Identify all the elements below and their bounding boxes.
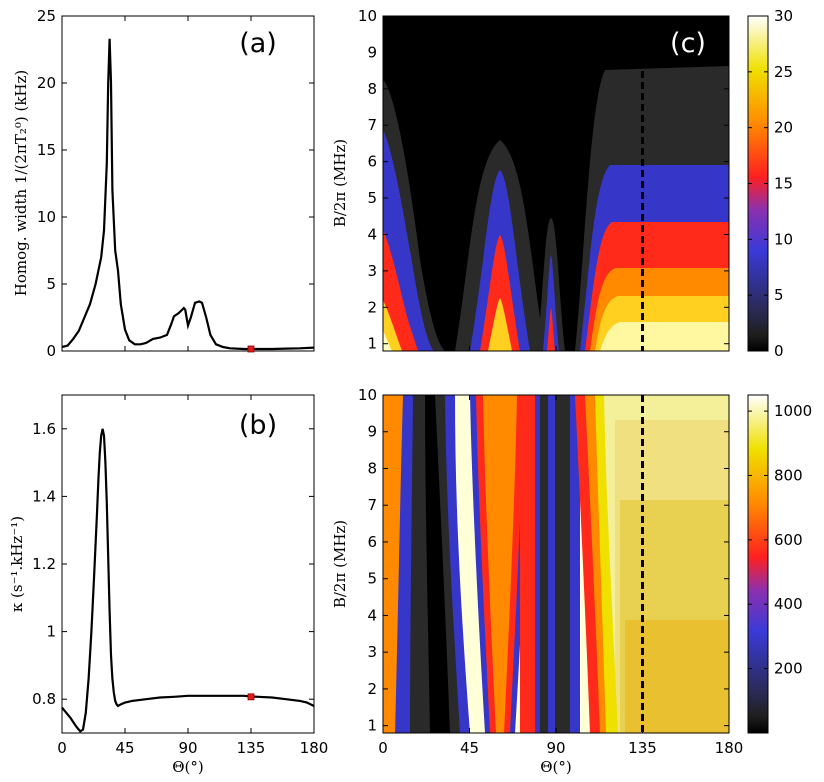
- panel-b-marker: [247, 693, 255, 701]
- x-tick-label: 135: [628, 739, 657, 757]
- colorbar-tick-label: 0: [774, 342, 784, 360]
- panel-c-heatmap: [383, 16, 729, 351]
- y-tick-label: 10: [358, 7, 377, 25]
- panel-a-label: (a): [239, 28, 277, 59]
- panel-a-marker: [247, 345, 255, 353]
- panel-d-colorbar: [747, 394, 769, 734]
- x-tick-label: 0: [378, 739, 388, 757]
- panel-d-heatmap: [383, 395, 729, 733]
- y-tick-label: 4: [367, 606, 377, 624]
- y-tick-label: 20: [37, 74, 56, 92]
- colorbar-tick-label: 600: [774, 531, 803, 549]
- y-tick-label: 25: [37, 7, 56, 25]
- colorbar-tick-label: 400: [774, 595, 803, 613]
- y-tick-label: 6: [367, 533, 377, 551]
- y-tick-label: 2: [367, 298, 377, 316]
- x-tick-label: 90: [546, 739, 565, 757]
- y-tick-label: 3: [367, 643, 377, 661]
- y-tick-label: 15: [37, 141, 56, 159]
- y-tick-label: 10: [37, 208, 56, 226]
- panel-c-ticks: 1 2 3 4 5 6 7 8 9 10: [358, 7, 730, 353]
- panel-c-colorbar-ticks: 0 5 10 15 20 25 30: [748, 7, 793, 360]
- x-tick-label: 90: [178, 739, 197, 757]
- panel-d-xlabel: Θ(°): [540, 758, 572, 776]
- colorbar-tick-label: 10: [774, 230, 793, 248]
- panel-c-label: (c): [670, 28, 706, 59]
- y-tick-label: 1: [367, 717, 377, 735]
- colorbar-tick-label: 25: [774, 63, 793, 81]
- y-tick-label: 3: [367, 262, 377, 280]
- panel-b-xlabel: Θ(°): [172, 758, 204, 776]
- y-tick-label: 0: [46, 342, 56, 360]
- y-tick-label: 8: [367, 80, 377, 98]
- x-tick-label: 180: [300, 739, 329, 757]
- y-tick-label: 8: [367, 459, 377, 477]
- colorbar-tick-label: 5: [774, 286, 784, 304]
- panel-b: 0 45 90 135 180 0.8 1 1.2 1.4 1.6 (b) κ (s⁻¹.kHz⁻…: [8, 394, 328, 776]
- colorbar-tick-label: 30: [774, 7, 793, 25]
- panel-d-ylabel: B/2π (MHz): [331, 520, 349, 608]
- y-tick-label: 5: [367, 189, 377, 207]
- y-tick-label: 7: [367, 116, 377, 134]
- panel-c: 1 2 3 4 5 6 7 8 9 10 (c) B/2π (MHz) 0 5 10 15 20 25 30: [331, 7, 793, 360]
- panel-b-series-line: [61, 428, 315, 733]
- colorbar-tick-label: 15: [774, 175, 793, 193]
- panel-a-series-line: [61, 38, 315, 351]
- panel-b-ticks: 0 45 90 135 180 0.8 1 1.2 1.4 1.6: [32, 395, 328, 757]
- panel-a: 0 5 10 15 20 25 (a) Homog. width 1/(2πT₂⁰) (k…: [12, 7, 315, 360]
- colorbar-tick-label: 200: [774, 660, 803, 678]
- y-tick-label: 9: [367, 43, 377, 61]
- panel-a-ylabel: Homog. width 1/(2πT₂⁰) (kHz): [12, 70, 30, 296]
- y-tick-label: 5: [46, 275, 56, 293]
- panel-a-ticks: 0 5 10 15 20 25: [37, 7, 315, 360]
- y-tick-label: 9: [367, 423, 377, 441]
- x-tick-label: 45: [460, 739, 479, 757]
- y-tick-label: 7: [367, 496, 377, 514]
- panel-c-ylabel: B/2π (MHz): [331, 139, 349, 227]
- x-tick-label: 135: [237, 739, 266, 757]
- colorbar-tick-label: 800: [774, 466, 803, 484]
- panel-d-colorbar-ticks: 200 400 600 800 1000: [748, 402, 812, 678]
- colorbar-tick-label: 1000: [774, 402, 812, 420]
- y-tick-label: 0.8: [32, 690, 56, 708]
- y-tick-label: 1.6: [32, 420, 56, 438]
- panel-b-label: (b): [239, 410, 277, 441]
- y-tick-label: 10: [358, 386, 377, 404]
- panel-a-axes: [61, 15, 315, 352]
- y-tick-label: 1.2: [32, 555, 56, 573]
- x-tick-label: 180: [715, 739, 744, 757]
- y-tick-label: 1: [367, 335, 377, 353]
- x-tick-label: 45: [115, 739, 134, 757]
- panel-b-ylabel: κ (s⁻¹.kHz⁻¹): [8, 516, 26, 612]
- y-tick-label: 1.4: [32, 487, 56, 505]
- x-tick-label: 0: [57, 739, 67, 757]
- y-tick-label: 4: [367, 225, 377, 243]
- y-tick-label: 6: [367, 153, 377, 171]
- colorbar-tick-label: 20: [774, 119, 793, 137]
- y-tick-label: 2: [367, 680, 377, 698]
- y-tick-label: 1: [46, 623, 56, 641]
- y-tick-label: 5: [367, 570, 377, 588]
